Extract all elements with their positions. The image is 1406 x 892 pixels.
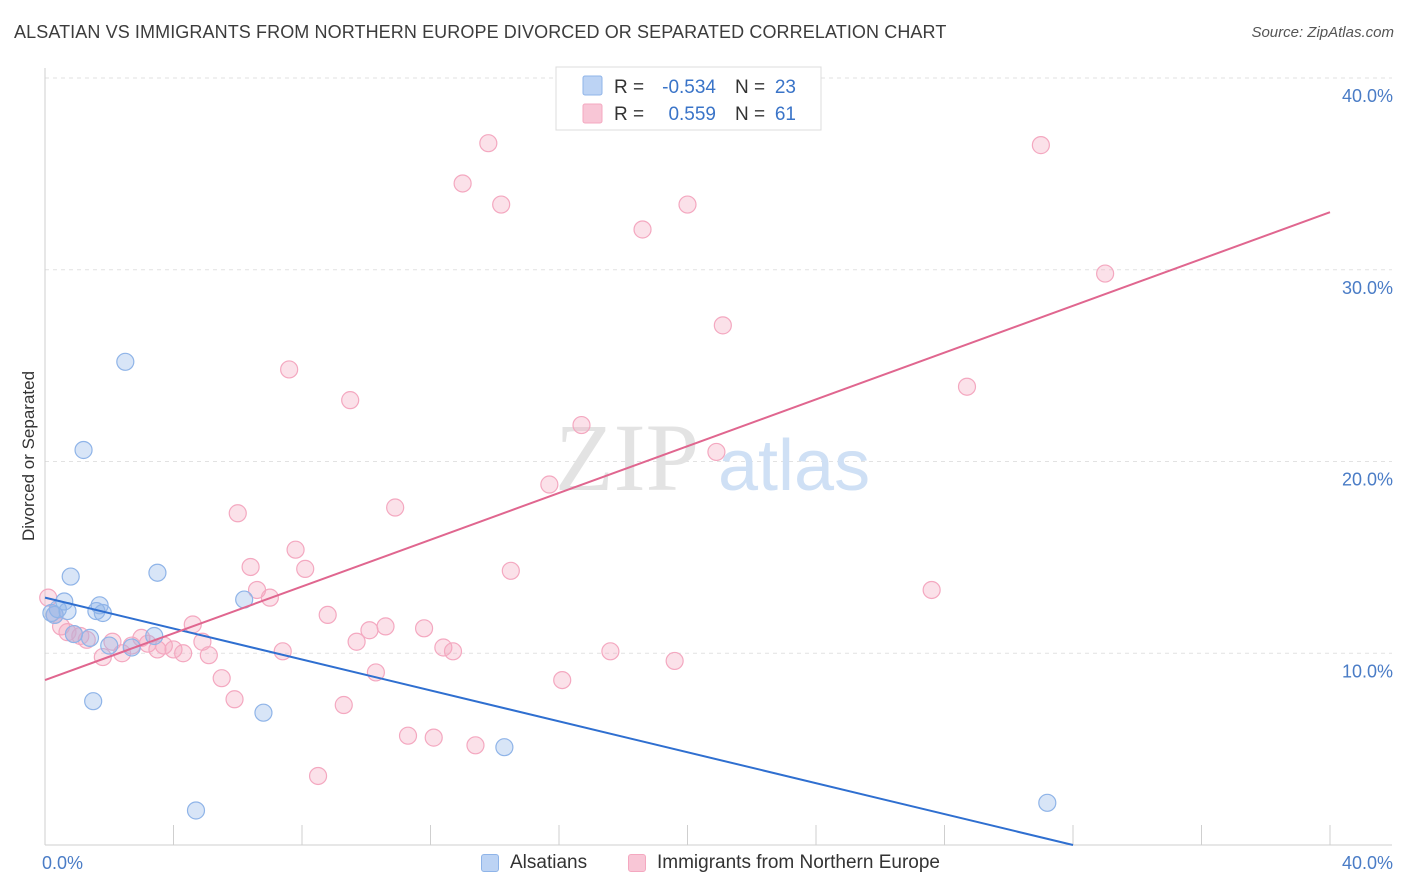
- y-axis-label: Divorced or Separated: [19, 371, 38, 541]
- y-tick-labels: 10.0% 20.0% 30.0% 40.0%: [1342, 86, 1393, 681]
- legend-n-value-1: 23: [775, 77, 796, 98]
- immigrants-point-19: [199, 646, 218, 665]
- immigrants-point-43: [443, 642, 463, 661]
- legend-bottom: Alsatians Immigrants from Northern Europ…: [0, 850, 1406, 880]
- legend-top: R = -0.534 N = 23 R = 0.559 N = 61: [555, 66, 822, 131]
- immigrants-point-39: [398, 726, 418, 745]
- legend-r-value-2: 0.559: [668, 104, 716, 125]
- alsatians-point-21: [1038, 793, 1057, 812]
- alsatians-point-16: [148, 563, 167, 582]
- immigrants-point-16: [174, 644, 193, 663]
- immigrants-point-29: [296, 559, 315, 578]
- alsatians-point-12: [100, 636, 119, 655]
- immigrants-point-38: [386, 498, 405, 517]
- watermark-atlas: atlas: [718, 426, 870, 506]
- alsatians-point-19: [254, 703, 273, 722]
- watermark-zip: ZIP: [555, 404, 699, 511]
- source-credit: Source: ZipAtlas.com: [1251, 24, 1394, 41]
- legend-r-label-2: R =: [614, 104, 644, 125]
- immigrants-point-56: [707, 442, 726, 462]
- immigrants-point-22: [228, 504, 247, 523]
- immigrants-point-15: [164, 640, 183, 659]
- legend-n-value-2: 61: [775, 104, 796, 125]
- immigrants-trend-line: [44, 211, 1331, 682]
- legend-item-immigrants: Immigrants from Northern Europe: [628, 852, 940, 874]
- legend-swatch-alsatians-bottom: [481, 854, 499, 872]
- immigrants-point-35: [360, 621, 379, 640]
- immigrants-point-54: [665, 651, 684, 671]
- immigrants-point-41: [424, 728, 443, 747]
- immigrants-point-58: [922, 580, 941, 600]
- legend-swatch-immigrants: [582, 103, 603, 124]
- legend-r-label-1: R =: [614, 77, 644, 98]
- gridlines: [45, 77, 1392, 654]
- axes: [44, 68, 1392, 846]
- immigrants-point-30: [308, 766, 328, 786]
- watermark: ZIP atlas: [555, 404, 870, 511]
- alsatians-point-15: [145, 626, 164, 646]
- alsatians-point-13: [116, 352, 135, 371]
- alsatians-point-7: [80, 628, 100, 648]
- alsatians-point-5: [64, 624, 84, 644]
- immigrants-point-28: [286, 540, 305, 559]
- immigrants-point-60: [1031, 136, 1050, 155]
- chart-title: ALSATIAN VS IMMIGRANTS FROM NORTHERN EUR…: [14, 22, 947, 42]
- immigrants-point-53: [633, 220, 652, 239]
- y-tick-label-2: 30.0%: [1342, 278, 1393, 298]
- immigrants-point-57: [713, 316, 732, 335]
- alsatians-point-6: [74, 440, 93, 460]
- immigrants-point-21: [225, 690, 244, 709]
- immigrants-point-61: [1096, 264, 1115, 283]
- immigrants-point-55: [678, 195, 697, 214]
- y-tick-label-0: 10.0%: [1342, 661, 1393, 681]
- immigrants-point-32: [334, 695, 353, 715]
- x-tick-label-min: 0.0%: [42, 853, 83, 873]
- immigrants-point-34: [347, 632, 366, 651]
- alsatians-point-20: [495, 738, 514, 757]
- immigrants-point-50: [553, 670, 572, 690]
- legend-label-immigrants: Immigrants from Northern Europe: [657, 852, 940, 873]
- immigrants-point-37: [376, 617, 395, 636]
- immigrants-point-48: [501, 561, 520, 580]
- immigrants-point-45: [466, 736, 485, 755]
- immigrants-point-31: [318, 605, 337, 625]
- legend-swatch-immigrants-bottom: [628, 854, 646, 872]
- alsatians-point-22: [45, 605, 64, 625]
- immigrants-point-40: [414, 619, 434, 638]
- alsatians-point-8: [84, 692, 103, 711]
- y-tick-label-3: 40.0%: [1342, 86, 1393, 106]
- immigrants-point-20: [212, 669, 231, 688]
- immigrants-point-44: [453, 174, 472, 193]
- immigrants-point-59: [957, 377, 977, 396]
- immigrants-point-27: [280, 360, 299, 379]
- alsatians-point-4: [61, 567, 80, 586]
- legend-n-label-2: N =: [735, 104, 765, 125]
- series-immigrants-points: [39, 134, 1115, 786]
- legend-swatch-alsatians: [582, 75, 603, 96]
- x-tick-labels: 0.0% 40.0%: [42, 853, 1393, 873]
- alsatians-trend-line: [44, 596, 1074, 846]
- x-tick-label-max: 40.0%: [1342, 853, 1393, 873]
- legend-r-value-1: -0.534: [662, 77, 716, 98]
- legend-label-alsatians: Alsatians: [510, 852, 588, 873]
- series-alsatians-points: [42, 352, 1057, 820]
- immigrants-point-52: [601, 642, 620, 661]
- y-tick-label-1: 20.0%: [1342, 470, 1393, 490]
- immigrants-point-47: [492, 195, 511, 214]
- immigrants-point-51: [572, 415, 591, 435]
- immigrants-point-49: [540, 475, 559, 494]
- trend-lines: [44, 211, 1331, 846]
- immigrants-point-42: [434, 638, 453, 657]
- immigrants-point-46: [479, 134, 498, 153]
- legend-n-label-1: N =: [735, 77, 765, 98]
- immigrants-point-33: [341, 391, 360, 410]
- immigrants-point-23: [241, 557, 260, 577]
- alsatians-point-17: [186, 801, 206, 820]
- legend-item-alsatians: Alsatians: [481, 852, 587, 874]
